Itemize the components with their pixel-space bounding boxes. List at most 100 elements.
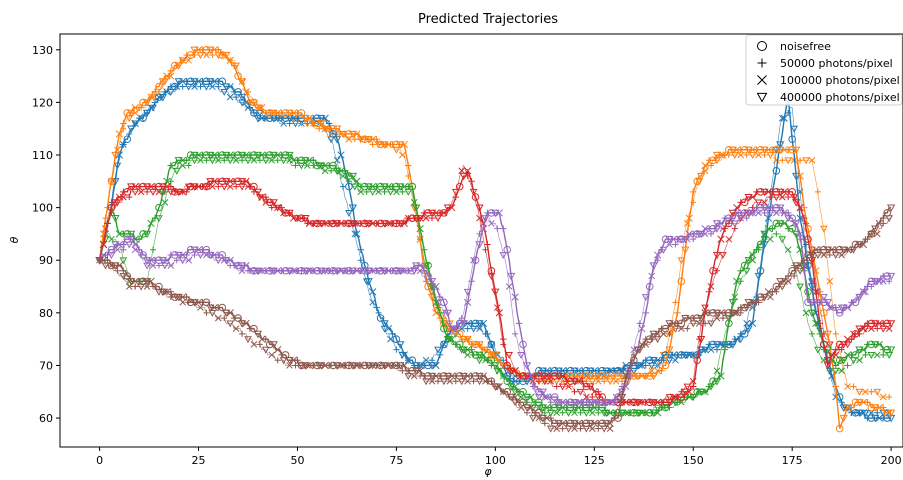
- data-point: [278, 351, 285, 359]
- data-point: [206, 46, 215, 55]
- data-point: [475, 241, 484, 249]
- data-point: [764, 288, 773, 296]
- data-point: [633, 362, 642, 370]
- data-point: [519, 340, 527, 349]
- noisy-data-point: [126, 194, 133, 201]
- noisy-data-point: [226, 157, 235, 165]
- noisy-series-line: [99, 86, 892, 414]
- y-tick-label: 70: [39, 359, 53, 372]
- data-point: [337, 130, 345, 138]
- data-point: [669, 393, 678, 401]
- data-point: [579, 398, 586, 406]
- data-point: [202, 298, 211, 307]
- data-point: [289, 214, 298, 222]
- data-point: [111, 241, 120, 249]
- noisy-data-point: [540, 378, 549, 386]
- data-point: [653, 330, 662, 338]
- data-point: [864, 414, 871, 422]
- data-point: [151, 214, 159, 222]
- noisy-data-point: [481, 215, 490, 223]
- data-point: [183, 78, 190, 85]
- data-point: [769, 188, 776, 196]
- data-point: [677, 235, 686, 243]
- data-point: [337, 361, 345, 370]
- data-point: [325, 220, 333, 227]
- data-point: [602, 372, 611, 381]
- data-point: [879, 414, 887, 422]
- noisy-data-point: [559, 377, 566, 385]
- data-point: [123, 230, 132, 238]
- data-point: [471, 340, 480, 349]
- data-point: [784, 146, 792, 154]
- noisy-data-point: [791, 273, 798, 280]
- data-point: [170, 82, 179, 91]
- data-point: [681, 351, 690, 360]
- data-point: [709, 224, 717, 233]
- noisy-data-point: [464, 351, 472, 359]
- noisy-data-point: [143, 283, 151, 290]
- data-point: [590, 372, 598, 380]
- data-point: [800, 214, 808, 222]
- data-point: [400, 267, 408, 275]
- data-point: [859, 240, 868, 249]
- series-line: [98, 49, 892, 429]
- data-point: [848, 246, 855, 254]
- data-point: [163, 72, 171, 80]
- data-point: [538, 372, 547, 381]
- data-point: [242, 319, 250, 328]
- data-point: [796, 172, 804, 180]
- data-point: [258, 104, 266, 112]
- data-point: [321, 267, 329, 275]
- data-point: [820, 309, 828, 317]
- data-point: [400, 182, 408, 191]
- data-point: [610, 372, 618, 380]
- data-point: [408, 366, 417, 375]
- data-point: [598, 398, 607, 407]
- data-point: [289, 356, 298, 364]
- data-point: [246, 325, 254, 332]
- data-point: [237, 78, 247, 86]
- data-point: [709, 377, 717, 386]
- data-point: [550, 393, 559, 401]
- data-point: [851, 298, 860, 307]
- data-point: [230, 262, 238, 269]
- data-point: [776, 141, 785, 149]
- data-point: [329, 219, 337, 228]
- data-point: [788, 145, 796, 154]
- noisy-data-point: [303, 120, 312, 128]
- data-point: [709, 309, 717, 317]
- noisy-data-point: [108, 235, 115, 243]
- data-point: [570, 420, 579, 428]
- data-point: [294, 109, 301, 117]
- data-point: [297, 156, 306, 165]
- noisy-data-point: [754, 199, 763, 207]
- data-point: [511, 382, 519, 391]
- data-point: [839, 246, 848, 255]
- data-point: [380, 141, 389, 149]
- data-point: [373, 220, 380, 227]
- data-point: [503, 377, 512, 386]
- data-point: [155, 282, 163, 291]
- data-point: [278, 151, 285, 159]
- data-point: [859, 346, 868, 354]
- data-point: [412, 362, 421, 370]
- noisy-data-point: [862, 351, 869, 358]
- data-point: [685, 214, 693, 222]
- data-point: [147, 182, 155, 191]
- data-point: [345, 266, 353, 275]
- data-point: [772, 145, 781, 154]
- noisy-data-point: [221, 157, 228, 164]
- data-point: [760, 146, 769, 155]
- data-point: [658, 356, 665, 364]
- data-point: [721, 346, 729, 353]
- legend-label: noisefree: [780, 40, 831, 53]
- data-point: [622, 361, 630, 370]
- noisy-data-point: [601, 378, 608, 385]
- noisy-data-point: [589, 394, 596, 401]
- data-point: [360, 219, 369, 228]
- data-point: [602, 367, 611, 376]
- noisy-data-point: [761, 199, 768, 206]
- data-point: [420, 362, 428, 369]
- data-point: [864, 235, 871, 243]
- data-point: [515, 388, 523, 396]
